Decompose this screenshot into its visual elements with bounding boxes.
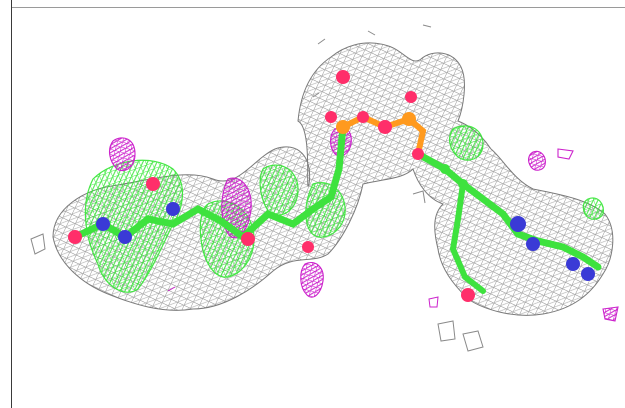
left-border — [0, 0, 12, 408]
ligand-atoms — [68, 70, 595, 302]
stray-mesh-fragments — [30, 24, 484, 352]
density-map-render — [30, 24, 619, 352]
top-border — [12, 0, 625, 8]
molecule-viewer[interactable] — [13, 9, 625, 408]
